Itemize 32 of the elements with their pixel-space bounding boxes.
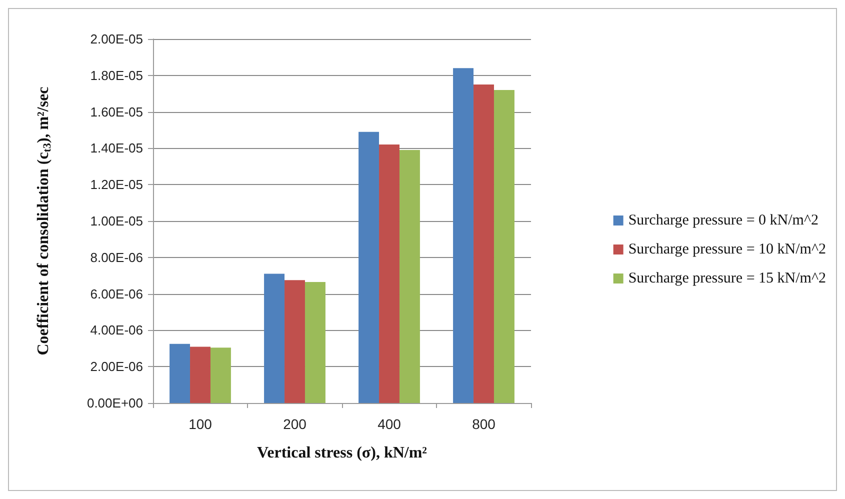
bar <box>379 144 400 403</box>
y-tick-label: 2.00E-05 <box>90 32 143 46</box>
y-tick-label: 1.60E-05 <box>90 104 143 120</box>
y-tick-label: 1.00E-05 <box>90 214 143 228</box>
bar <box>494 90 514 403</box>
y-tick-label: 1.40E-05 <box>90 140 143 156</box>
bar <box>453 68 474 403</box>
bar <box>210 348 231 403</box>
x-tick-label: 200 <box>283 416 307 432</box>
x-tick-label: 400 <box>378 416 402 432</box>
y-tick-label: 1.80E-05 <box>90 68 143 83</box>
y-tick-label: 2.00E-06 <box>90 359 143 374</box>
legend-label: Surcharge pressure = 15 kN/m^2 <box>628 270 826 286</box>
legend-label: Surcharge pressure = 0 kN/m^2 <box>628 212 819 228</box>
bar <box>304 282 326 403</box>
x-tick-label: 100 <box>188 416 212 432</box>
y-tick-label: 8.00E-06 <box>90 250 143 265</box>
bar <box>399 150 420 403</box>
bar <box>170 344 190 403</box>
y-tick-label: 4.00E-06 <box>90 322 143 338</box>
bar <box>264 274 285 403</box>
y-tick-label: 1.20E-05 <box>90 177 143 192</box>
y-tick-label: 0.00E+00 <box>86 396 143 410</box>
x-tick-label: 800 <box>472 416 496 432</box>
y-tick-label: 6.00E-06 <box>90 286 143 302</box>
legend-label: Surcharge pressure = 10 kN/m^2 <box>628 242 826 258</box>
bar <box>190 346 210 403</box>
y-axis-title: Coefficient of consolidation (ct3), m²/sec <box>35 86 54 356</box>
x-axis-title: Vertical stress (σ), kN/m² <box>257 444 428 462</box>
bar <box>358 132 380 403</box>
bar <box>284 280 305 403</box>
bar <box>474 84 494 403</box>
